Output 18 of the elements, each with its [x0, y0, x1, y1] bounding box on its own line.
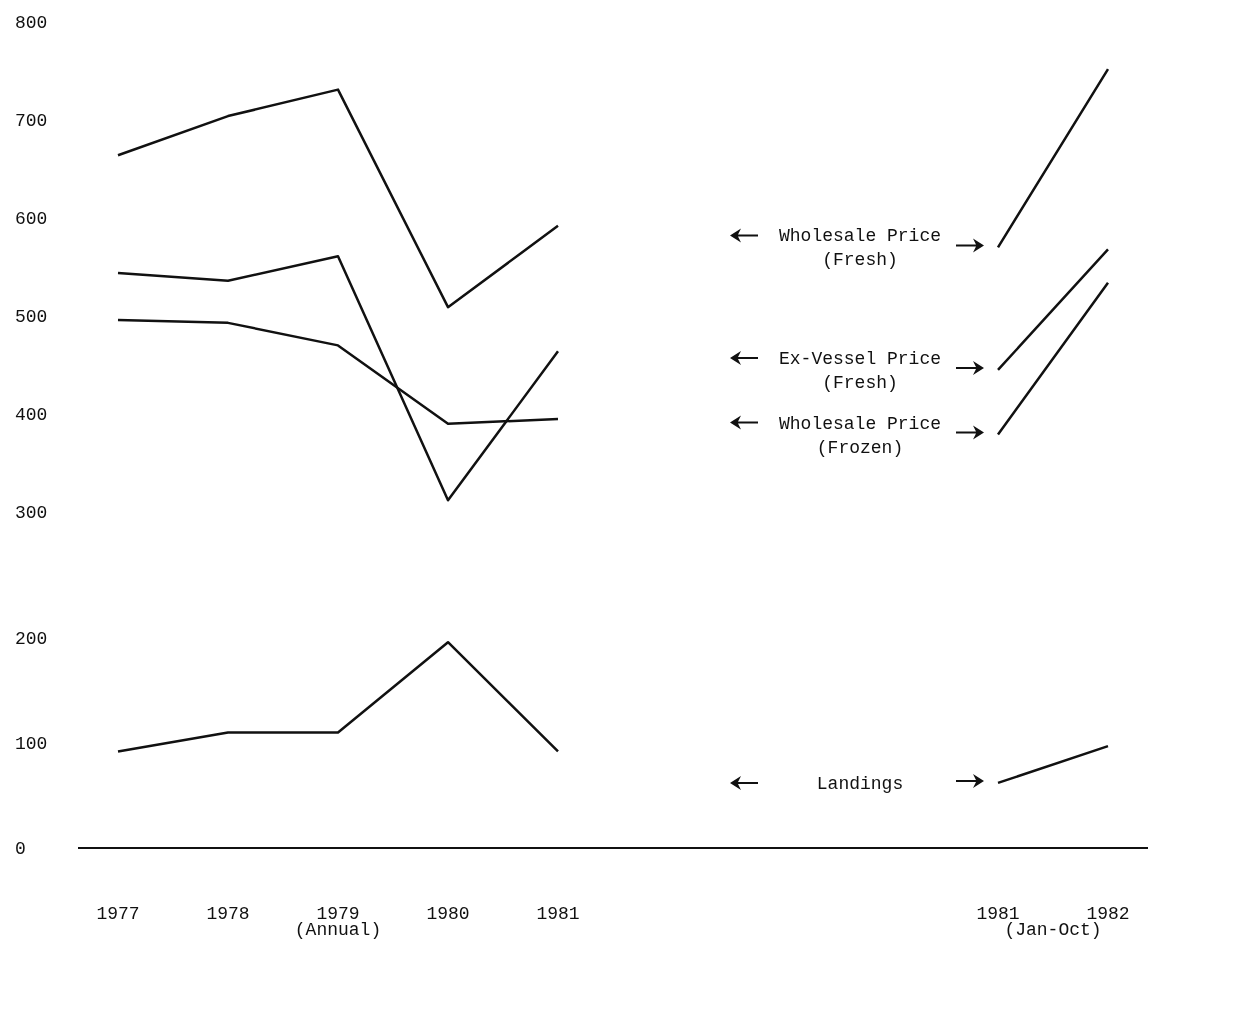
legend-label: Wholesale Price (Fresh)	[778, 226, 942, 271]
y-tick-label: 800	[15, 13, 48, 34]
y-tick-label: 100	[15, 734, 48, 755]
y-tick-label: 500	[15, 307, 48, 328]
y-tick-label: 300	[15, 503, 48, 524]
x-tick-label: 1977	[96, 903, 140, 924]
y-tick-label: 400	[15, 405, 48, 426]
legend-label: Ex-Vessel Price (Fresh)	[778, 348, 942, 393]
legend-label: Wholesale Price (Frozen)	[778, 413, 942, 458]
y-tick-label: 0	[15, 839, 26, 860]
x-tick-label: 1980	[426, 903, 470, 924]
y-tick-label: 600	[15, 209, 48, 230]
y-tick-label: 200	[15, 629, 48, 650]
x-tick-label: 1978	[206, 903, 250, 924]
text: Landings	[816, 773, 904, 794]
x-tick-label: 1981	[536, 903, 580, 924]
y-tick-label: 700	[15, 111, 48, 132]
text: (Jan-Oct)	[1003, 920, 1103, 940]
